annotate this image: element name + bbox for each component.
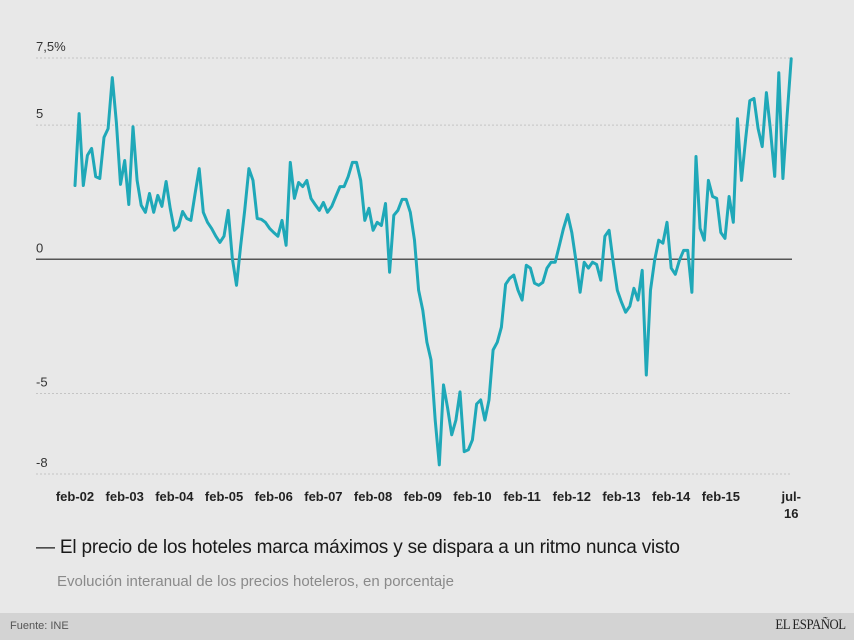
source-note: Fuente: INE [10,620,69,632]
title-text: El precio de los hoteles marca máximos y… [59,537,680,558]
x-axis-labels: feb-02 feb-03 feb-04 feb-05 feb-06 feb-07 feb-… [56,489,801,521]
footer-bar: Fuente: INE EL ESPAÑOL [0,613,854,640]
x-tick-label: feb-02 [56,489,94,504]
x-tick-label-line2: 16 [784,506,798,521]
series-line [73,57,793,467]
chart-title: — El precio de los hoteles marca máximos… [36,537,680,559]
x-tick-label: feb-09 [404,489,442,504]
x-tick-label: feb-06 [255,489,293,504]
y-tick-label: 0 [36,240,43,255]
chart-subtitle: Evolución interanual de los precios hote… [57,573,454,590]
title-dash: — [36,537,55,558]
x-tick-label: feb-08 [354,489,392,504]
x-tick-label: feb-13 [602,489,640,504]
brand-logo: EL ESPAÑOL [775,617,847,633]
x-tick-label: feb-05 [205,489,243,504]
y-tick-label: 7,5% [36,39,66,54]
grid-lines [36,57,792,475]
line-chart: 7,5%50-5-8 feb-02 feb-03 feb-04 feb-05 feb-0… [36,39,801,521]
x-tick-label: feb-03 [106,489,144,504]
y-tick-label: 5 [36,106,43,121]
x-tick-label: feb-04 [155,489,194,504]
x-tick-label: feb-07 [304,489,342,504]
x-tick-label: feb-10 [453,489,491,504]
y-axis-labels: 7,5% 5 0 -5 -8 [36,39,66,470]
y-tick-label: -5 [36,374,48,389]
x-tick-label: feb-11 [503,489,541,504]
x-tick-label: feb-12 [553,489,591,504]
x-tick-label: feb-14 [652,489,691,504]
y-tick-label: -8 [36,455,48,470]
series-layer [73,57,793,467]
x-tick-label: jul- [780,489,801,504]
x-tick-label: feb-15 [702,489,740,504]
